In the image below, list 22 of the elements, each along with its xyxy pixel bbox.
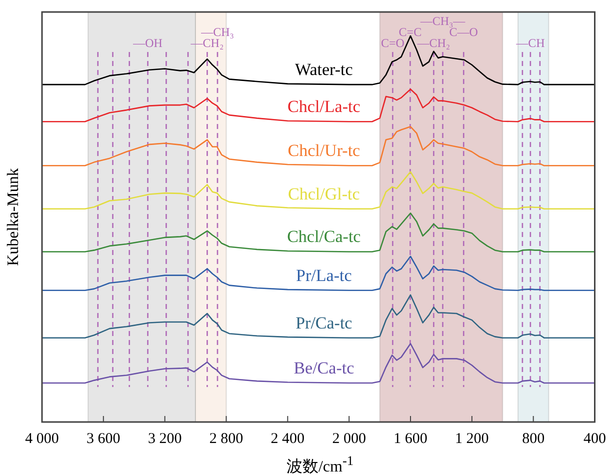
series-label: Be/Ca-tc xyxy=(294,358,355,378)
series-label: Chcl/Ca-tc xyxy=(287,227,362,246)
x-tick-label: 1 200 xyxy=(455,430,489,447)
series-label: Pr/La-tc xyxy=(296,266,352,285)
series-label: Pr/Ca-tc xyxy=(296,313,353,332)
x-tick-label: 2 000 xyxy=(332,430,366,447)
ref-line-label: —OH xyxy=(132,36,163,50)
x-tick-label: 2 400 xyxy=(270,430,305,447)
x-tick-label: 400 xyxy=(584,430,606,447)
x-tick-label: 3 200 xyxy=(148,430,182,447)
x-tick-label: 1 600 xyxy=(394,430,428,447)
x-axis-title: 波数/cm$^{-1}$ xyxy=(285,452,355,475)
x-tick-label: 800 xyxy=(522,430,545,447)
series-label: Chcl/La-tc xyxy=(288,97,361,116)
series-label: Chcl/Ur-tc xyxy=(288,141,361,160)
x-tick-label: 2 800 xyxy=(209,430,244,447)
series-label: Water-tc xyxy=(295,60,354,80)
y-axis-title: Kubelka-Munk xyxy=(4,168,22,266)
ref-line-label: —CH xyxy=(515,36,546,50)
x-tick-label: 4 000 xyxy=(25,430,59,447)
series-label: Chcl/Gl-tc xyxy=(288,184,360,204)
x-tick-label: 3 600 xyxy=(86,430,120,447)
